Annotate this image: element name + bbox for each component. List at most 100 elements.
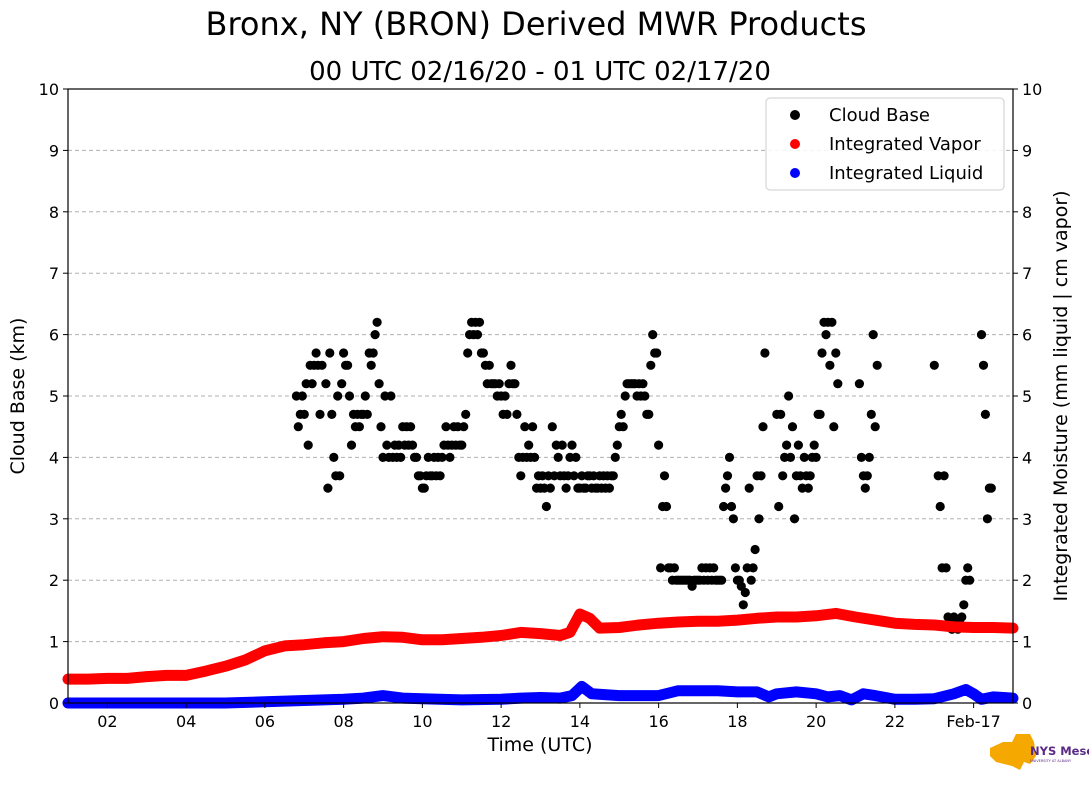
y-tick-label-right: 3 (1022, 510, 1032, 529)
data-point (976, 330, 987, 340)
data-point (417, 693, 428, 704)
data-point (730, 563, 741, 573)
data-point (789, 514, 800, 524)
data-point (437, 634, 448, 645)
data-point (315, 409, 325, 419)
data-point (555, 693, 566, 704)
data-point (939, 471, 949, 481)
y-tick-label-right: 9 (1022, 141, 1032, 160)
data-point (610, 452, 620, 462)
x-tick-label: 22 (885, 712, 905, 731)
data-point (982, 514, 993, 524)
data-point (82, 674, 93, 685)
y-tick-label-right: 7 (1022, 264, 1032, 283)
data-point (474, 317, 485, 327)
data-point (457, 440, 467, 450)
data-point (763, 691, 774, 702)
data-point (299, 639, 310, 650)
data-point (784, 391, 794, 401)
data-point (644, 409, 654, 419)
data-point (750, 544, 760, 555)
data-point (771, 688, 782, 699)
data-point (561, 483, 571, 493)
data-point (368, 348, 378, 358)
data-point (870, 615, 881, 626)
data-point (435, 471, 445, 481)
data-point (141, 671, 152, 682)
data-point (456, 633, 467, 644)
data-point (122, 673, 133, 684)
data-point (957, 612, 967, 622)
data-point (782, 440, 792, 450)
y-tick-label-right: 5 (1022, 387, 1032, 406)
data-point (370, 330, 380, 340)
data-point (815, 409, 825, 419)
data-point (811, 452, 821, 462)
data-point (693, 616, 703, 627)
data-point (102, 673, 113, 684)
data-point (960, 684, 971, 695)
y-tick-label-left: 8 (49, 203, 59, 222)
data-point (791, 612, 802, 622)
data-point (297, 391, 307, 401)
data-point (821, 330, 831, 340)
data-point (594, 623, 605, 634)
data-point (565, 627, 575, 638)
data-point (652, 348, 662, 358)
data-point (343, 360, 353, 370)
data-point (673, 617, 684, 627)
data-point (545, 483, 555, 493)
data-point (965, 575, 975, 585)
data-point (659, 471, 670, 481)
data-point (494, 379, 504, 389)
data-point (805, 471, 815, 481)
data-point (366, 360, 376, 370)
x-tick-label: 06 (255, 712, 275, 731)
data-point (535, 628, 546, 639)
data-point (793, 440, 804, 450)
data-point (500, 391, 510, 401)
data-point (909, 694, 920, 705)
data-point (980, 409, 991, 419)
x-tick-label: 14 (570, 712, 590, 731)
data-point (968, 688, 979, 699)
y-axis-left: 0 1 2 3 4 5 6 7 8 9 10 (39, 80, 68, 713)
data-point (299, 409, 309, 419)
data-point (378, 690, 388, 701)
data-point (358, 693, 369, 704)
data-point (834, 690, 845, 701)
legend-box (765, 97, 1005, 191)
data-point (520, 422, 530, 432)
x-tick-label: 08 (333, 712, 353, 731)
data-point (633, 620, 644, 630)
data-point (827, 317, 837, 327)
data-point (406, 422, 416, 432)
series-cloud-base (291, 317, 996, 634)
data-point (988, 622, 999, 633)
data-point (830, 608, 841, 619)
data-point (726, 501, 737, 512)
data-point (653, 618, 664, 629)
data-point (986, 483, 996, 493)
data-point (803, 483, 813, 493)
data-point (541, 501, 552, 512)
y-tick-label-right: 2 (1022, 571, 1032, 590)
data-point (712, 616, 723, 627)
x-axis-label: Time (UTC) (486, 734, 592, 756)
data-point (181, 670, 192, 681)
x-tick-label: 10 (412, 712, 432, 731)
data-point (382, 440, 392, 450)
data-point (329, 452, 339, 462)
data-point (787, 422, 798, 432)
data-point (307, 379, 317, 389)
data-point (586, 688, 597, 699)
data-point (941, 563, 951, 573)
legend-marker-cloud-base (790, 110, 800, 120)
data-point (571, 452, 581, 462)
data-point (604, 483, 615, 493)
data-point (850, 612, 861, 622)
data-point (339, 348, 349, 358)
data-point (799, 452, 809, 462)
data-point (732, 686, 743, 697)
